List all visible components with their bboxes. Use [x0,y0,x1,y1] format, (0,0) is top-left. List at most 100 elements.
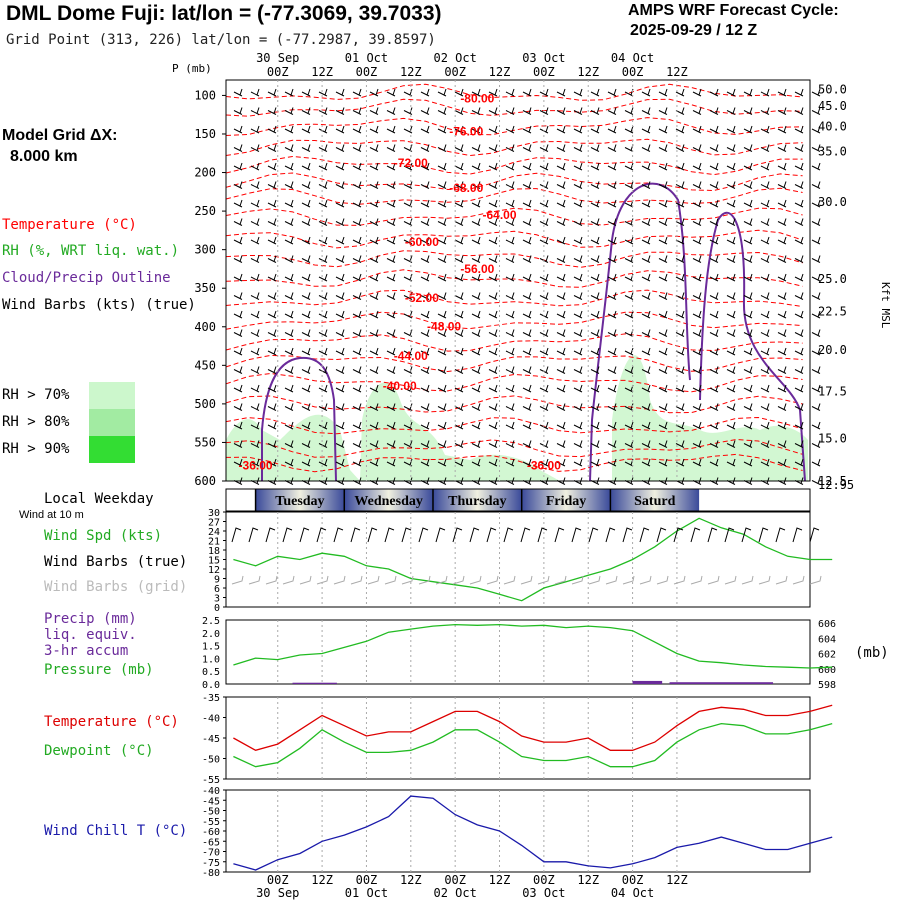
wind-barb [454,273,464,282]
wind-barb [233,144,243,152]
wind-barb [794,199,804,208]
temperature-contour-0 [225,83,803,101]
wind-barb [369,310,379,319]
pressure-tick-150: 150 [194,127,216,141]
wind-barb [437,88,447,97]
bottom-hour-label-2: 00Z [356,873,378,887]
wind-barb [505,218,515,226]
temperature-contour-12 [225,311,803,330]
wind-barb [590,403,600,411]
wind-barb [488,384,498,393]
pressure-tick-300: 300 [194,243,216,257]
wind-speed-frame [225,511,811,608]
wind-barb [607,236,617,245]
wind-barb [386,107,396,115]
wind-barb [233,273,243,282]
wind-barb [335,199,345,208]
wind-barb [267,218,277,226]
wind-barb [760,440,770,448]
precip-ytick-0: 0.0 [202,680,220,691]
wind-barb [335,273,345,282]
wind-barb [556,292,566,300]
forecast-cycle-label: AMPS WRF Forecast Cycle: [628,2,839,19]
wind-barb [352,144,362,152]
kft-tick-2: 40.0 [818,119,847,133]
wind-barb [437,236,447,245]
wind-barb [760,347,770,356]
pressure-ytick-1: 600 [818,665,836,676]
wind-barb [641,236,651,245]
wind-barb [386,125,396,134]
wind-barb [488,440,498,448]
wind-barb [471,236,481,245]
wind-barb [420,162,430,171]
wind-barb [233,458,243,467]
wind-barb [743,329,753,337]
wind-barb [335,458,345,467]
surface-grid-barb [435,575,448,585]
wind-barb [437,403,447,411]
wind-barb [301,107,311,115]
wind-barb [505,125,515,134]
wind-barb [267,273,277,282]
wind-barb [743,273,753,282]
wind-barb [777,255,787,263]
wind-barb [641,273,651,282]
kft-tick-5: 25.0 [818,272,847,286]
wind-barb [471,144,481,152]
wind-barb [794,144,804,152]
kft-tick-8: 17.5 [818,385,847,399]
wind-barb [488,162,498,171]
wind-barb [233,199,243,208]
wind-barb [250,292,260,300]
wind-barb [743,440,753,448]
wind-barb [641,181,651,189]
wind-barb [233,236,243,245]
wind-barb [794,236,804,245]
wind-chill-ytick-0: -40 [202,786,220,797]
wind-barb [743,366,753,374]
precip-ytick-3: 1.5 [202,642,220,653]
wind-barb [369,125,379,134]
surface-grid-barb [707,575,720,585]
wind-barb [624,273,634,282]
wind-barb [539,273,549,282]
bottom-hour-label-0: 00Z [267,873,289,887]
wind-barb [505,199,515,208]
wind-barb [301,181,311,189]
wind-barb [505,366,515,374]
wind-barb [709,440,719,448]
wind-chill-ytick-4: -60 [202,827,220,838]
wind-barb [267,421,277,430]
surface-wind-barb [554,527,565,543]
kft-tick-7: 20.0 [818,343,847,357]
wind-barb [794,366,804,374]
wind-barb [284,199,294,208]
temperature-contour-16 [225,395,803,414]
wind-barb [760,125,770,134]
wind-speed-ytick-6: 18 [208,546,220,557]
wind-barb [335,88,345,97]
wind-barb [233,88,243,97]
wind-barb [505,403,515,411]
wind-barb [318,384,328,393]
pressure-tick-450: 450 [194,358,216,372]
wind-barb [573,347,583,356]
wind-barb [675,125,685,134]
wind-chill-label: Wind Chill T (°C) [44,823,188,839]
surface-wind-barb [316,527,327,543]
wind-barb [692,347,702,356]
wind-barb [267,403,277,411]
kft-tick-4: 30.0 [818,195,847,209]
wind-barb [284,347,294,356]
wind-speed-ytick-9: 27 [208,518,220,529]
wind-barb [760,144,770,152]
wind-barb [624,107,634,115]
wind-barb [777,236,787,245]
wind-10m-label: Wind at 10 m [19,509,84,521]
wind-barb [811,273,821,282]
wind-barb [386,403,396,411]
wind-barb [777,199,787,208]
wind-barb [267,329,277,337]
wind-barb [743,144,753,152]
